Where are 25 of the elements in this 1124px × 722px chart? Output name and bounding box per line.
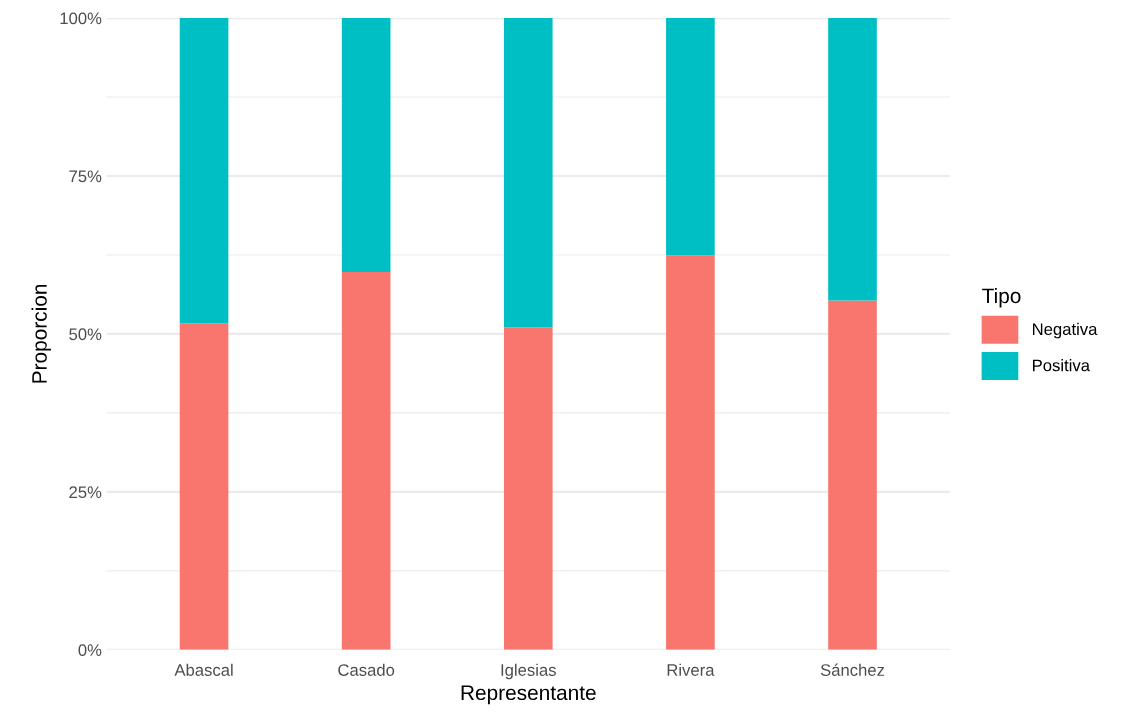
bar [179, 323, 229, 650]
bar [666, 255, 715, 650]
x-tick-label: Iglesias [501, 663, 556, 680]
bar [179, 18, 229, 324]
y-tick-label: 100% [60, 12, 102, 25]
y-axis-title: Proporcion [31, 284, 51, 383]
legend-label: Positiva [1033, 359, 1090, 372]
y-tick-label: 0% [78, 644, 102, 656]
bar [341, 272, 391, 650]
x-axis-title: Representante [461, 685, 596, 705]
x-tick-label: Casado [338, 663, 395, 676]
bar [341, 18, 391, 273]
x-tick-label: Sánchez [820, 663, 885, 676]
x-tick-label: Abascal [174, 663, 233, 676]
bar [666, 18, 715, 256]
y-tick-label: 25% [69, 486, 102, 499]
bar [503, 18, 553, 328]
legend-title: Tipo [982, 287, 1021, 308]
x-tick-label: Rivera [667, 663, 715, 676]
y-tick-label: 75% [69, 170, 102, 183]
bar [828, 18, 877, 301]
legend-label: Negativa [1033, 322, 1098, 339]
bar [828, 300, 877, 650]
y-tick-label: 50% [69, 328, 102, 341]
bar [503, 327, 553, 650]
